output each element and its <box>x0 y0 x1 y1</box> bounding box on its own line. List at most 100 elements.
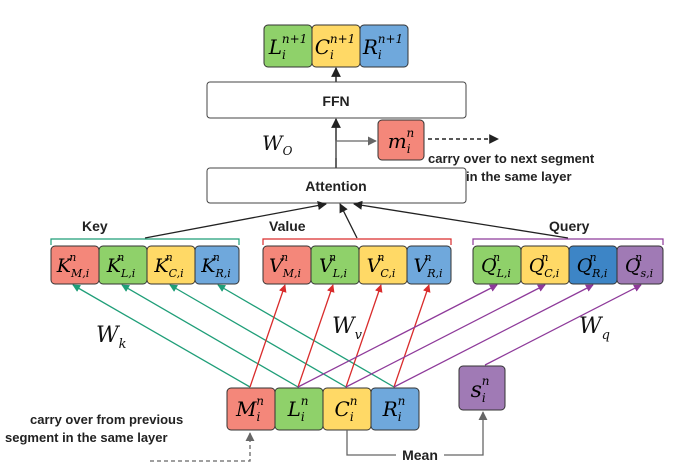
key-l-base: K <box>106 255 123 277</box>
w-k-label: Wk <box>96 323 127 352</box>
ffn-label: FFN <box>322 93 349 109</box>
value-r-sub: R,i <box>426 267 442 280</box>
value-arrow-r <box>393 284 431 388</box>
value-box-m: VM,i n <box>262 245 312 285</box>
ffn-block: FFN <box>206 81 467 119</box>
svg-text:Qs,in: Qs,i n <box>625 251 653 280</box>
key-r-sub: R,i <box>214 267 230 280</box>
input-r-base: R <box>382 397 398 421</box>
svg-text:Cin: Cin <box>335 394 358 424</box>
value-m-base: V <box>269 255 285 277</box>
key-l-sup: n <box>117 251 124 264</box>
query-box-s: Qs,i n <box>616 245 664 285</box>
ffn-box <box>206 81 467 119</box>
svg-text:KM,in: KM,i n <box>56 251 89 280</box>
input-c-sub: i <box>350 410 354 424</box>
key-projection-arrows <box>72 284 395 388</box>
input-l-sup: n <box>301 394 309 408</box>
svg-text:Rin+1: Ri n+1 <box>362 32 403 62</box>
query-projection-arrows <box>297 284 642 388</box>
output-c-base: C <box>315 35 330 59</box>
summary-base: s <box>471 378 482 403</box>
value-projection-arrows <box>249 284 431 388</box>
svg-text:Lin: Lin <box>287 394 309 424</box>
memory-out-base: m <box>388 129 407 153</box>
output-c-sub: i <box>330 48 334 62</box>
key-m-base: K <box>56 255 73 277</box>
svg-text:VL,in: VL,i n <box>319 251 347 280</box>
output-l-base: L <box>268 35 282 59</box>
query-r-base: Q <box>577 255 593 277</box>
key-r-sup: n <box>213 251 220 264</box>
svg-text:QL,in: QL,i n <box>481 251 511 280</box>
query-box-s-rect <box>616 245 664 285</box>
key-box-c: KC,i n <box>146 245 196 285</box>
value-arrow-c <box>345 284 383 388</box>
query-group-label: Query <box>549 218 590 234</box>
key-l-sub: L,i <box>120 267 135 280</box>
input-m-sub: i <box>256 410 260 424</box>
query-to-attention-arrow <box>353 200 569 239</box>
output-r-base: R <box>362 35 378 59</box>
input-box-r: Rin <box>370 387 420 431</box>
svg-text:VC,in: VC,i n <box>367 251 396 280</box>
query-c-base: Q <box>529 255 545 277</box>
svg-text:KL,in: KL,i n <box>106 251 136 280</box>
value-box-l: VL,i n <box>310 245 360 285</box>
output-group: Li n+1 Ci n+1 Ri n+1 <box>263 24 409 68</box>
carry-over-next-line2: in the same layer <box>466 169 572 184</box>
memory-out-sup: n <box>407 126 415 140</box>
svg-text:KR,in: KR,i n <box>200 251 231 280</box>
key-m-sup: n <box>69 251 76 264</box>
svg-text:QC,in: QC,i n <box>529 251 560 280</box>
query-arrow-r <box>393 284 594 388</box>
attention-block: Attention <box>206 167 467 204</box>
input-r-sup: n <box>398 394 406 408</box>
query-l-sup: n <box>493 251 500 264</box>
value-box-c: VC,i n <box>358 245 408 285</box>
key-m-sub: M,i <box>70 267 89 280</box>
output-l-sup: n+1 <box>282 32 307 46</box>
query-s-sub: s,i <box>640 267 653 280</box>
carry-over-next-line1: carry over to next segment <box>428 151 595 166</box>
query-s-sup: n <box>635 251 642 264</box>
output-box-c: Ci n+1 <box>311 24 361 68</box>
key-box-r-rect <box>194 245 240 285</box>
memory-out-rect <box>377 119 425 161</box>
w-v-label: Wv <box>332 314 363 343</box>
memory-out-sub: i <box>407 142 411 156</box>
input-c-sup: n <box>350 394 358 408</box>
value-l-sup: n <box>329 251 336 264</box>
summary-sup: n <box>482 374 490 388</box>
summary-box: sin <box>458 365 506 411</box>
query-r-sub: R,i <box>591 267 607 280</box>
svg-text:Cin+1: Ci n+1 <box>315 32 356 62</box>
value-m-sup: n <box>281 251 288 264</box>
query-box-l: QL,i n <box>472 245 522 285</box>
value-group: VM,in VL,in VC,in VR,in <box>262 245 452 285</box>
value-box-r: VR,i n <box>406 245 452 285</box>
query-l-base: Q <box>481 255 497 277</box>
svg-text:VM,in: VM,i n <box>269 251 301 280</box>
key-arrow-m <box>72 284 251 388</box>
output-box-r: Ri n+1 <box>359 24 409 68</box>
input-box-r-rect <box>370 387 420 431</box>
svg-text:min: min <box>388 126 415 156</box>
query-c-sub: C,i <box>544 267 559 280</box>
summary-box-rect <box>458 365 506 411</box>
key-group: KM,in KL,in KC,in KR,in <box>50 245 240 285</box>
output-r-sup: n+1 <box>378 32 403 46</box>
value-l-sub: L,i <box>332 267 347 280</box>
svg-text:Lin+1: Li n+1 <box>268 32 308 62</box>
input-m-base: M <box>235 397 257 421</box>
value-l-base: V <box>319 255 335 277</box>
input-box-m: Min <box>226 387 276 431</box>
key-c-base: K <box>153 255 170 277</box>
query-arrow-c <box>345 284 546 388</box>
output-r-sub: i <box>378 48 382 62</box>
key-c-sup: n <box>166 251 173 264</box>
value-r-sup: n <box>425 251 432 264</box>
value-c-base: V <box>367 255 383 277</box>
attention-label: Attention <box>305 178 366 194</box>
